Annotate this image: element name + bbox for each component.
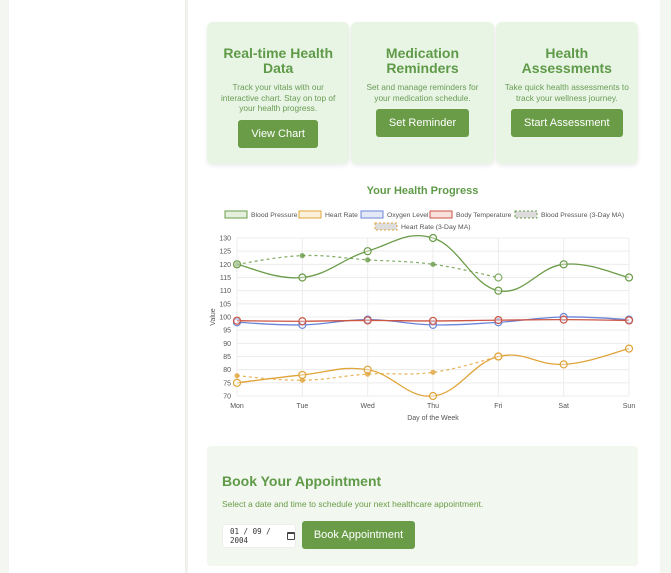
data-point <box>494 273 503 282</box>
line-chart[interactable]: 70 75 80 85 90 95 100 105 110 115 120 125 130 Mon Tue W… <box>207 180 647 430</box>
data-point <box>232 260 242 269</box>
health-chart: Your Health Progress 70 75 80 85 90 95 100 105 1… <box>207 180 647 430</box>
data-point <box>234 373 240 379</box>
series-line-heart-rate <box>236 347 630 397</box>
card-description: Set and manage reminders for your medica… <box>366 82 479 103</box>
legend-swatch[interactable] <box>298 210 322 219</box>
data-point <box>298 317 307 326</box>
data-point <box>624 344 634 353</box>
y-tick-label: 130 <box>219 236 231 243</box>
x-tick-label: Sun <box>623 403 636 410</box>
y-tick-label: 120 <box>219 262 231 269</box>
card-title: Medication Reminders <box>385 45 460 76</box>
data-point <box>365 257 371 263</box>
data-point <box>428 316 438 326</box>
card-medication-reminders: Medication Reminders Set and manage remi… <box>351 22 494 164</box>
y-axis-label: Value <box>210 308 217 325</box>
y-tick-label: 110 <box>220 288 231 295</box>
data-point <box>428 391 438 401</box>
y-tick-label: 100 <box>219 315 231 322</box>
data-point <box>363 316 372 325</box>
data-point <box>559 260 568 269</box>
card-description: Track your vitals with our interactive c… <box>220 82 336 113</box>
data-point <box>559 315 568 324</box>
chart-title: Your Health Progress <box>366 185 479 197</box>
x-tick-label: Wed <box>361 403 375 410</box>
x-tick-label: Thu <box>427 403 439 410</box>
data-point <box>624 273 634 282</box>
calendar-icon[interactable] <box>287 532 295 540</box>
series-line-blood-pressure <box>236 234 630 292</box>
x-tick-label: Sat <box>558 403 569 410</box>
data-point <box>624 316 634 325</box>
series-line-blood-pressure-3-day-ma- <box>236 254 499 279</box>
data-point <box>363 365 372 374</box>
legend-label[interactable]: Blood Pressure (3-Day MA) <box>541 212 624 219</box>
start-assessment-button[interactable]: Start Assessment <box>511 109 623 137</box>
main-content: Real-time Health Data Track your vitals … <box>188 0 660 573</box>
x-tick-label: Fri <box>494 403 503 410</box>
data-point <box>559 360 568 369</box>
sidebar <box>9 0 185 573</box>
legend-label[interactable]: Body Temperature <box>456 212 512 219</box>
legend-swatch[interactable] <box>360 210 384 219</box>
data-point <box>559 312 568 322</box>
x-tick-label: Mon <box>230 403 244 410</box>
data-point <box>428 233 438 243</box>
legend-label[interactable]: Heart Rate (3-Day MA) <box>401 224 471 231</box>
view-chart-button[interactable]: View Chart <box>238 119 318 148</box>
book-appointment-button[interactable]: Book Appointment <box>302 521 415 549</box>
appointment-date-input[interactable]: 01 / 09 / 2004 <box>222 524 296 548</box>
y-tick-label: 95 <box>223 328 231 335</box>
legend-label[interactable]: Oxygen Level <box>387 212 429 219</box>
card-title: Real-time Health Data <box>223 45 334 76</box>
legend-swatch[interactable] <box>429 210 453 219</box>
data-point <box>298 370 307 380</box>
card-realtime-health: Real-time Health Data Track your vitals … <box>207 22 350 164</box>
booking-description: Select a date and time to schedule your … <box>222 499 484 509</box>
y-tick-label: 115 <box>220 275 231 282</box>
set-reminder-button[interactable]: Set Reminder <box>375 109 470 137</box>
y-tick-label: 80 <box>223 367 231 374</box>
y-tick-label: 85 <box>223 354 231 361</box>
legend-swatch[interactable] <box>374 222 398 231</box>
y-tick-label: 75 <box>223 380 231 387</box>
data-point <box>232 316 242 325</box>
y-tick-label: 105 <box>219 301 231 308</box>
booking-title: Book Your Appointment <box>222 473 382 489</box>
x-axis-label: Day of the Week <box>407 415 459 422</box>
legend-label[interactable]: Blood Pressure <box>251 212 298 219</box>
date-value: 01 / 09 / 2004 <box>230 527 271 545</box>
data-point <box>430 369 436 375</box>
data-point <box>430 261 436 267</box>
feature-cards: Real-time Health Data Track your vitals … <box>207 22 638 164</box>
legend-swatch[interactable] <box>224 210 248 219</box>
y-tick-label: 125 <box>219 249 231 256</box>
data-point <box>494 316 503 325</box>
series-line-body-temperature <box>236 318 630 322</box>
data-point <box>494 286 503 295</box>
card-description: Take quick health assessments to track y… <box>504 82 629 103</box>
card-health-assessments: Health Assessments Take quick health ass… <box>495 22 638 164</box>
legend-swatch[interactable] <box>514 210 538 219</box>
data-point <box>298 273 307 282</box>
series-line-heart-rate-3-day-ma- <box>236 355 499 381</box>
data-point <box>299 253 305 259</box>
data-point <box>363 247 372 256</box>
booking-section: Book Your Appointment Select a date and … <box>207 446 638 566</box>
legend-label[interactable]: Heart Rate <box>325 212 358 219</box>
x-tick-label: Tue <box>296 403 308 410</box>
data-point <box>494 352 503 361</box>
card-title: Health Assessments <box>521 45 612 76</box>
y-tick-label: 70 <box>223 394 231 401</box>
data-point <box>232 378 242 387</box>
y-tick-label: 90 <box>223 341 231 348</box>
